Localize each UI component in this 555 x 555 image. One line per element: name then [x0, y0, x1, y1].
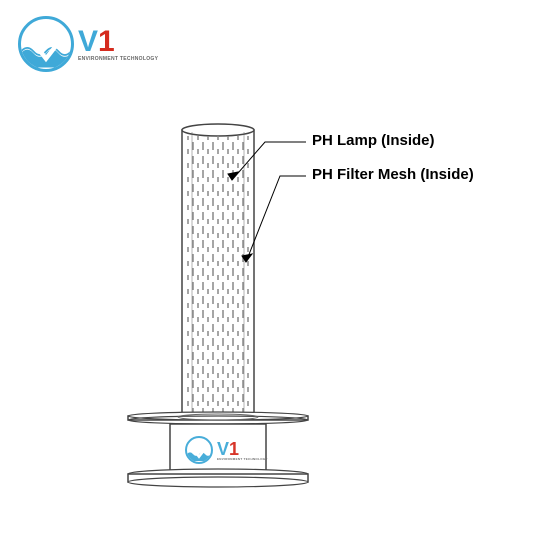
- logo-subtitle: ENVIRONMENT TECHNOLOGY: [217, 458, 268, 461]
- logo-v: V: [217, 439, 229, 459]
- label-ph-mesh: PH Filter Mesh (Inside): [312, 166, 474, 183]
- base-flange-top: [128, 412, 308, 424]
- logo-1: 1: [229, 439, 239, 459]
- logo-text: V1 ENVIRONMENT TECHNOLOGY: [217, 440, 268, 461]
- logo-watermark: V1 ENVIRONMENT TECHNOLOGY: [185, 436, 268, 464]
- logo-circle-icon: [185, 436, 213, 464]
- product-diagram: [0, 0, 555, 555]
- base-flange-bottom: [128, 469, 308, 487]
- label-ph-lamp: PH Lamp (Inside): [312, 132, 435, 149]
